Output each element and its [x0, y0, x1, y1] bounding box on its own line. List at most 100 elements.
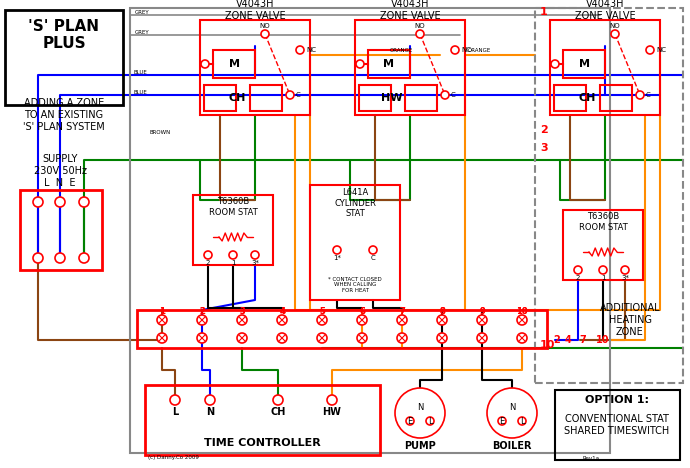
Circle shape: [621, 266, 629, 274]
Text: M: M: [578, 59, 589, 69]
Circle shape: [646, 46, 654, 54]
Text: C: C: [371, 255, 375, 261]
Circle shape: [611, 30, 619, 38]
Text: PUMP: PUMP: [404, 441, 436, 451]
Text: 10: 10: [516, 307, 528, 316]
Circle shape: [517, 315, 527, 325]
Text: NO: NO: [610, 23, 620, 29]
Circle shape: [574, 266, 582, 274]
Text: 10: 10: [516, 307, 528, 316]
Circle shape: [201, 60, 209, 68]
Text: NC: NC: [306, 47, 316, 53]
Circle shape: [79, 253, 89, 263]
Text: N: N: [509, 402, 515, 411]
Circle shape: [498, 417, 506, 425]
Bar: [355, 20, 465, 115]
Text: Rev1a: Rev1a: [583, 455, 600, 461]
Text: C: C: [646, 92, 651, 98]
Text: N: N: [417, 402, 423, 411]
Circle shape: [205, 395, 215, 405]
Circle shape: [356, 60, 364, 68]
Text: 4: 4: [565, 335, 572, 345]
Text: E: E: [500, 417, 504, 425]
Circle shape: [599, 266, 607, 274]
Bar: [563, 50, 605, 78]
Circle shape: [426, 417, 434, 425]
Circle shape: [397, 315, 407, 325]
Text: E: E: [407, 417, 413, 425]
Text: 8: 8: [439, 307, 445, 316]
Text: CH: CH: [270, 407, 286, 417]
Circle shape: [261, 30, 269, 38]
Text: M: M: [384, 59, 395, 69]
Text: 5: 5: [319, 307, 325, 316]
Circle shape: [33, 197, 43, 207]
Bar: [145, 385, 380, 455]
Circle shape: [477, 333, 487, 343]
Text: GREY: GREY: [135, 10, 150, 15]
Circle shape: [636, 91, 644, 99]
Bar: [193, 195, 273, 265]
Text: 2: 2: [540, 125, 548, 135]
Circle shape: [286, 91, 294, 99]
Circle shape: [204, 251, 212, 259]
Text: NC: NC: [656, 47, 666, 53]
Bar: [310, 185, 400, 300]
Bar: [5, 10, 123, 105]
Text: 2: 2: [199, 307, 205, 316]
Circle shape: [451, 46, 459, 54]
Bar: [250, 85, 282, 111]
Text: 2: 2: [576, 275, 580, 281]
Circle shape: [229, 251, 237, 259]
Text: 1: 1: [540, 7, 548, 17]
Text: 1: 1: [601, 275, 605, 281]
Text: T6360B
ROOM STAT: T6360B ROOM STAT: [208, 197, 257, 217]
Text: 7: 7: [579, 335, 586, 345]
Circle shape: [197, 333, 207, 343]
Bar: [213, 50, 255, 78]
Text: L  N  E: L N E: [44, 178, 76, 188]
Text: 10: 10: [540, 340, 555, 350]
Circle shape: [55, 197, 65, 207]
Circle shape: [237, 333, 247, 343]
Bar: [600, 85, 632, 111]
Text: V4043H
ZONE VALVE: V4043H ZONE VALVE: [575, 0, 635, 21]
Text: 2: 2: [206, 260, 210, 266]
Bar: [563, 210, 643, 280]
Circle shape: [333, 246, 341, 254]
Circle shape: [296, 46, 304, 54]
Circle shape: [170, 395, 180, 405]
Bar: [20, 190, 102, 270]
Bar: [200, 20, 310, 115]
Circle shape: [197, 315, 207, 325]
Bar: [130, 8, 610, 453]
Text: 3: 3: [239, 307, 245, 316]
Circle shape: [237, 315, 247, 325]
Text: V4043H
ZONE VALVE: V4043H ZONE VALVE: [225, 0, 285, 21]
Text: 3*: 3*: [621, 275, 629, 281]
Text: 10: 10: [596, 335, 609, 345]
Bar: [555, 390, 680, 460]
Text: BLUE: BLUE: [133, 90, 147, 95]
Text: 2: 2: [199, 307, 205, 316]
Bar: [535, 8, 683, 383]
Circle shape: [406, 417, 414, 425]
Circle shape: [369, 246, 377, 254]
Text: 3*: 3*: [251, 260, 259, 266]
Text: M: M: [228, 59, 239, 69]
Circle shape: [55, 253, 65, 263]
Circle shape: [395, 388, 445, 438]
Circle shape: [317, 315, 327, 325]
Text: SUPPLY
230V 50Hz: SUPPLY 230V 50Hz: [34, 154, 86, 176]
Text: 1*: 1*: [333, 255, 341, 261]
Text: 3: 3: [239, 307, 245, 316]
Circle shape: [437, 315, 447, 325]
Circle shape: [551, 60, 559, 68]
Bar: [554, 85, 586, 111]
Text: ORANGE: ORANGE: [390, 47, 413, 52]
Text: GREY: GREY: [135, 30, 150, 36]
Text: CH: CH: [578, 93, 595, 103]
Bar: [368, 50, 410, 78]
Text: L: L: [428, 417, 433, 425]
Text: 9: 9: [479, 307, 485, 316]
